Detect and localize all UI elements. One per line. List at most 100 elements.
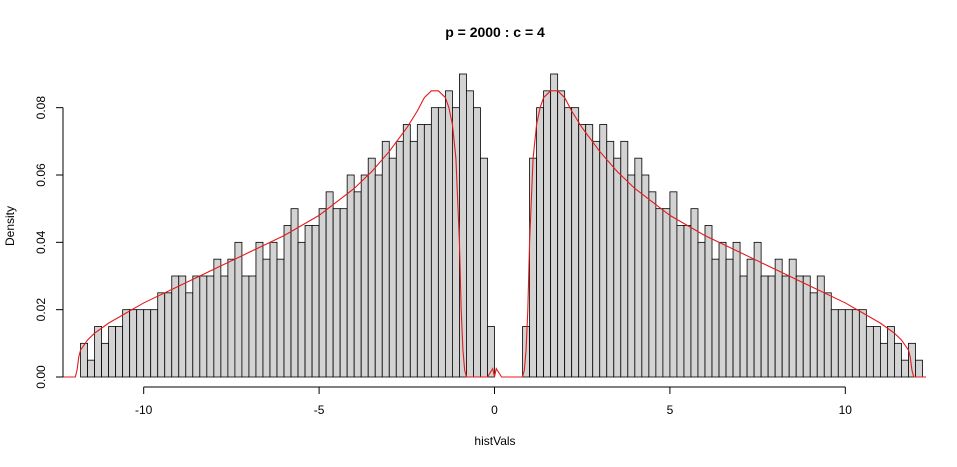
histogram-bar: [627, 174, 636, 378]
histogram-bar: [865, 326, 874, 378]
histogram-bar: [823, 292, 832, 378]
x-tick-label: -5: [314, 403, 325, 417]
histogram-bar: [157, 292, 166, 378]
y-tick-label: 0.06: [34, 163, 48, 187]
y-tick-label: 0.00: [34, 365, 48, 389]
histogram-bar: [262, 258, 271, 378]
histogram-bar: [451, 107, 460, 378]
histogram-bar: [444, 90, 453, 378]
histogram-bar: [599, 124, 608, 378]
histogram-bar: [739, 275, 748, 378]
histogram-bar: [255, 241, 264, 378]
histogram-bar: [872, 326, 881, 378]
histogram-bar: [578, 124, 587, 378]
histogram-bar: [227, 258, 236, 378]
histogram-bar: [367, 157, 376, 378]
histogram-bar: [409, 140, 418, 378]
histogram-bar: [718, 241, 727, 378]
histogram-bar: [802, 275, 811, 378]
histogram-bar: [87, 359, 95, 378]
histogram-bar: [178, 275, 187, 378]
histogram-bar: [290, 208, 299, 378]
histogram-bar: [374, 174, 383, 378]
histogram-bar: [641, 174, 650, 378]
x-axis: -10 -5 0 5 10: [135, 386, 853, 417]
histogram-bar: [655, 208, 664, 378]
y-axis-label: Density: [3, 206, 17, 246]
y-tick-label: 0.02: [34, 298, 48, 322]
histogram-bar: [915, 359, 923, 378]
histogram-bar: [332, 208, 341, 378]
histogram-bar: [388, 157, 397, 378]
histogram-bar: [732, 241, 741, 378]
x-tick-label: -10: [135, 403, 153, 417]
histogram-bar: [234, 241, 243, 378]
histogram-bar: [613, 157, 622, 378]
histogram-bar: [592, 140, 601, 378]
histogram-bar: [844, 309, 853, 378]
histogram-bar: [192, 275, 201, 378]
histogram-bar: [459, 73, 467, 378]
histogram-bar: [101, 342, 110, 378]
x-tick-label: 10: [839, 403, 853, 417]
histogram-bars: [80, 73, 923, 378]
histogram-bar: [276, 258, 285, 378]
histogram-bar: [269, 241, 278, 378]
histogram-bar: [536, 107, 545, 378]
histogram-bar: [746, 258, 755, 378]
histogram-bar: [122, 309, 131, 378]
x-tick-label: 0: [491, 403, 498, 417]
histogram-bar: [199, 275, 208, 378]
histogram-bar: [360, 174, 369, 378]
histogram-bar: [781, 275, 790, 378]
y-tick-label: 0.08: [34, 96, 48, 120]
histogram-bar: [297, 241, 306, 378]
histogram-bar: [353, 191, 362, 378]
histogram-bar: [416, 124, 425, 378]
histogram-bar: [248, 275, 257, 378]
histogram-bar: [543, 90, 552, 378]
x-tick-label: 5: [667, 403, 674, 417]
histogram-bar: [725, 258, 734, 378]
histogram-bar: [325, 191, 334, 378]
histogram-bar: [676, 225, 685, 378]
histogram-bar: [143, 309, 152, 378]
histogram-bar: [304, 225, 313, 378]
histogram-bar: [206, 275, 215, 378]
histogram-bar: [606, 140, 615, 378]
histogram-bar: [697, 241, 706, 378]
histogram-bar: [683, 225, 692, 378]
histogram-bar: [220, 275, 229, 378]
histogram-bar: [662, 208, 671, 378]
histogram-bar: [711, 258, 720, 378]
histogram-bar: [283, 225, 292, 378]
histogram-bar: [94, 326, 102, 378]
y-tick-label: 0.04: [34, 230, 48, 254]
histogram-bar: [430, 107, 439, 378]
histogram-bar: [318, 208, 327, 378]
chart-title: p = 2000 : c = 4: [445, 24, 545, 40]
histogram-bar: [894, 342, 902, 378]
x-axis-label: histVals: [474, 434, 515, 448]
density-curve: [63, 90, 926, 378]
histogram-bar: [171, 275, 180, 378]
histogram-bar: [466, 90, 474, 378]
histogram-bar: [423, 124, 432, 378]
histogram-bar: [381, 140, 390, 378]
y-axis: 0.00 0.02 0.04 0.06 0.08: [34, 96, 64, 389]
histogram-bar: [550, 73, 559, 378]
histogram-bar: [690, 208, 699, 378]
histogram-bar: [437, 107, 446, 378]
histogram-bar: [473, 107, 481, 378]
histogram-bar: [164, 292, 173, 378]
histogram-bar: [213, 258, 222, 378]
histogram-bar: [795, 275, 804, 378]
histogram-bar: [648, 191, 657, 378]
histogram-bar: [760, 275, 769, 378]
histogram-bar: [108, 326, 117, 378]
histogram-bar: [704, 225, 713, 378]
histogram-bar: [858, 309, 867, 378]
histogram-bar: [346, 174, 355, 378]
